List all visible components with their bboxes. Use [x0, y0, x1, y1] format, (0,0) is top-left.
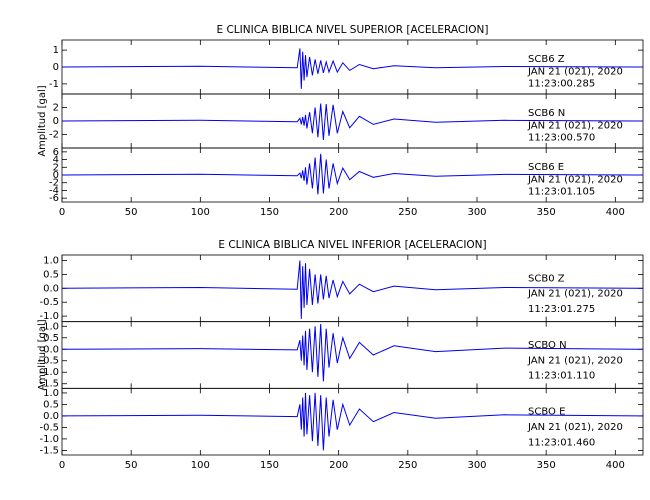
time-label: 11:23:01.105 — [528, 187, 595, 198]
y-tick-label: -1 — [49, 79, 59, 90]
x-tick-label: 350 — [537, 207, 556, 218]
time-label: 11:23:01.460 — [528, 437, 595, 448]
y-axis-label: Amplitud [gal] — [37, 319, 48, 390]
x-tick-label: 50 — [125, 207, 138, 218]
y-tick-label: 0.0 — [43, 411, 59, 422]
y-tick-label: 6 — [53, 147, 59, 158]
x-tick-label: 400 — [606, 460, 625, 471]
x-tick-label: 300 — [467, 460, 486, 471]
y-tick-label: 0.5 — [43, 269, 59, 280]
x-tick-label: 150 — [260, 207, 279, 218]
station-label: SCB6 Z — [528, 54, 565, 65]
y-tick-label: 0.5 — [43, 333, 59, 344]
x-tick-label: 0 — [59, 207, 65, 218]
y-tick-label: -1.5 — [39, 445, 59, 456]
y-tick-label: -1.0 — [39, 367, 59, 378]
x-tick-label: 150 — [260, 460, 279, 471]
chart-title: E CLINICA BIBLICA NIVEL SUPERIOR [ACELER… — [217, 24, 489, 36]
y-axis-label: Amplitud [gal] — [37, 85, 48, 156]
x-tick-label: 50 — [125, 460, 138, 471]
waveform — [61, 260, 644, 319]
y-tick-label: -1.0 — [39, 311, 59, 322]
x-tick-label: 400 — [606, 207, 625, 218]
time-label: 11:23:00.285 — [528, 79, 595, 90]
y-tick-label: 0.0 — [43, 344, 59, 355]
x-tick-label: 100 — [191, 207, 210, 218]
waveform — [61, 323, 644, 382]
waveform — [61, 392, 644, 451]
y-tick-label: -6 — [49, 193, 59, 204]
chart-title: E CLINICA BIBLICA NIVEL INFERIOR [ACELER… — [218, 239, 486, 251]
y-tick-label: 4 — [53, 155, 59, 166]
y-tick-label: 0.5 — [43, 399, 59, 410]
date-label: JAN 21 (021), 2020 — [527, 355, 623, 366]
y-tick-label: -2 — [49, 178, 59, 189]
time-label: 11:23:00.570 — [528, 133, 595, 144]
y-tick-label: 0 — [53, 170, 59, 181]
y-tick-label: 0 — [53, 62, 59, 73]
x-tick-label: 200 — [329, 460, 348, 471]
x-tick-label: 250 — [398, 460, 417, 471]
waveform — [61, 153, 644, 195]
station-label: SCBO N — [528, 340, 567, 351]
date-label: JAN 21 (021), 2020 — [527, 422, 623, 433]
y-tick-label: 2 — [53, 103, 59, 114]
y-tick-label: 0 — [53, 116, 59, 127]
date-label: JAN 21 (021), 2020 — [527, 174, 623, 185]
y-tick-label: -0.5 — [39, 422, 59, 433]
y-tick-label: 1 — [53, 45, 59, 56]
y-tick-label: -0.5 — [39, 297, 59, 308]
time-label: 11:23:01.110 — [528, 371, 595, 382]
date-label: JAN 21 (021), 2020 — [527, 66, 623, 77]
date-label: JAN 21 (021), 2020 — [527, 289, 623, 300]
y-tick-label: 2 — [53, 162, 59, 173]
station-label: SCB6 N — [528, 108, 565, 119]
y-tick-label: 1.0 — [43, 256, 59, 267]
x-tick-label: 350 — [537, 460, 556, 471]
date-label: JAN 21 (021), 2020 — [527, 120, 623, 131]
station-label: SCB6 E — [528, 162, 564, 173]
x-tick-label: 0 — [59, 460, 65, 471]
x-tick-label: 250 — [398, 207, 417, 218]
x-tick-label: 200 — [329, 207, 348, 218]
waveform — [61, 48, 644, 89]
y-tick-label: 1.0 — [43, 321, 59, 332]
x-tick-label: 300 — [467, 207, 486, 218]
y-tick-label: -4 — [49, 185, 59, 196]
x-tick-label: 100 — [191, 460, 210, 471]
y-tick-label: -0.5 — [39, 356, 59, 367]
y-tick-label: -1.5 — [39, 379, 59, 390]
station-label: SCB0 Z — [528, 273, 565, 284]
panel-frame — [61, 387, 644, 456]
y-tick-label: -2 — [49, 130, 59, 141]
y-tick-label: -1.0 — [39, 434, 59, 445]
y-tick-label: 1.0 — [43, 388, 59, 399]
waveform — [61, 103, 644, 140]
y-tick-label: 0.0 — [43, 283, 59, 294]
station-label: SCBO E — [528, 407, 565, 418]
time-label: 11:23:01.275 — [528, 304, 595, 315]
